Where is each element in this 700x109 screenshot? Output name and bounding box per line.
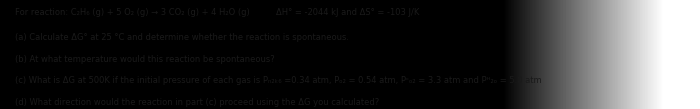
Text: (c) What is ΔG at 500K if the initial pressure of each gas is Pₙ₂ₖ₆ =0.34 atm, P: (c) What is ΔG at 500K if the initial pr… (15, 76, 542, 85)
Text: For reaction: C₂H₆ (g) + 5 O₂ (g) → 3 CO₂ (g) + 4 H₂O (g)          ΔH° = -2044 k: For reaction: C₂H₆ (g) + 5 O₂ (g) → 3 CO… (15, 8, 420, 17)
Text: (b) At what temperature would this reaction be spontaneous?: (b) At what temperature would this react… (15, 54, 275, 64)
Text: (a) Calculate ΔG° at 25 °C and determine whether the reaction is spontaneous.: (a) Calculate ΔG° at 25 °C and determine… (15, 33, 349, 42)
Text: (d) What direction would the reaction in part (c) proceed using the ΔG you calcu: (d) What direction would the reaction in… (15, 98, 379, 107)
